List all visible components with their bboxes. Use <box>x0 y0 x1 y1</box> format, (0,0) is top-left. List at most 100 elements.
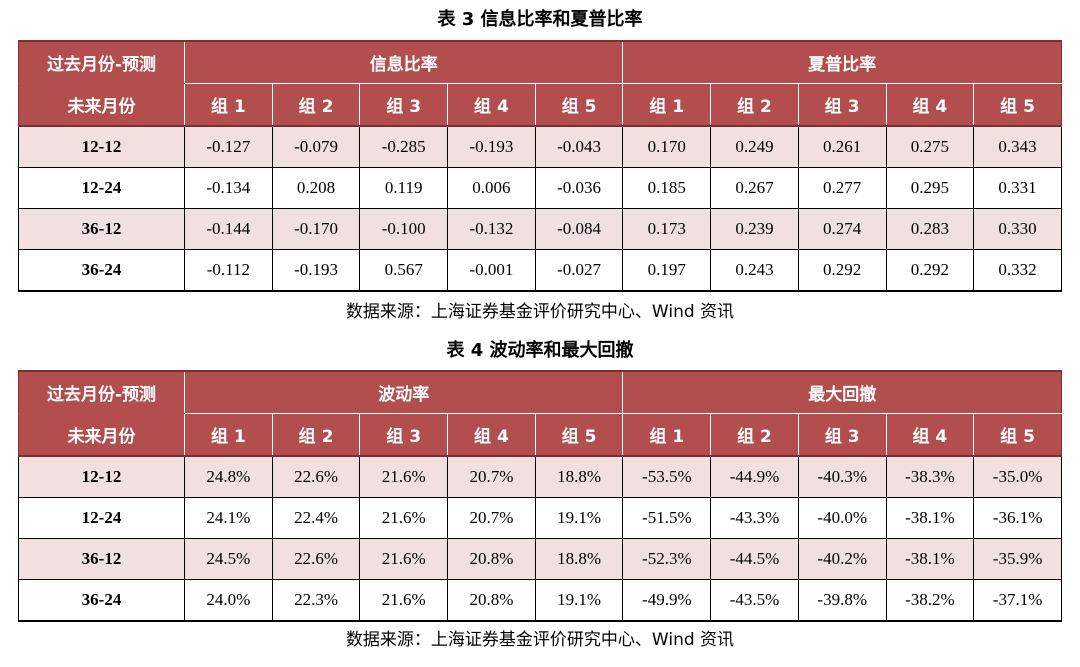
table-cell: 0.295 <box>886 167 975 209</box>
table4-subheader: 组 2 <box>271 413 361 457</box>
table-row: 12-12 24.8% 22.6% 21.6% 20.7% 18.8% -53.5% -44.… <box>18 456 1062 498</box>
table-cell: -0.043 <box>535 126 624 168</box>
table-cell: -37.1% <box>973 579 1062 622</box>
table4-subheader: 组 5 <box>973 413 1062 457</box>
table-cell: -38.1% <box>886 497 975 539</box>
table-cell: 0.185 <box>622 167 712 209</box>
table-cell: -0.144 <box>184 208 273 250</box>
table3-subheader: 组 1 <box>622 83 712 127</box>
table4-subheader: 组 1 <box>622 413 712 457</box>
table-cell: 21.6% <box>359 497 449 539</box>
table-cell: -35.0% <box>973 456 1062 498</box>
table-cell: -40.3% <box>798 456 887 498</box>
table-cell: -0.100 <box>359 208 449 250</box>
table-cell: 20.7% <box>447 456 536 498</box>
table3-subheader: 组 4 <box>885 83 975 127</box>
table-cell: 0.567 <box>359 249 449 292</box>
table-cell: -40.0% <box>798 497 887 539</box>
table-cell: -0.127 <box>184 126 273 168</box>
table-cell: 0.261 <box>798 126 887 168</box>
table-cell: 24.5% <box>184 538 273 580</box>
table-cell: 24.8% <box>184 456 273 498</box>
table-cell: 24.1% <box>184 497 273 539</box>
table-cell: -0.112 <box>184 249 273 292</box>
table-cell: 0.332 <box>973 249 1062 292</box>
table-cell: -53.5% <box>622 456 712 498</box>
table-cell: 0.119 <box>359 167 449 209</box>
table3-subheader: 组 4 <box>447 83 536 127</box>
row-label: 12-12 <box>18 456 185 498</box>
table4-source-note: 数据来源：上海证券基金评价研究中心、Wind 资讯 <box>345 630 735 650</box>
table3-group-a-header: 信息比率 <box>183 40 624 84</box>
table3-source-note: 数据来源：上海证券基金评价研究中心、Wind 资讯 <box>345 302 735 322</box>
table-cell: 0.292 <box>886 249 975 292</box>
table4-subheader: 组 4 <box>447 413 536 457</box>
table-row: 36-12 24.5% 22.6% 21.6% 20.8% 18.8% -52.3% -44.… <box>18 538 1062 580</box>
table-row: 12-24 24.1% 22.4% 21.6% 20.7% 19.1% -51.5% -43.… <box>18 497 1062 539</box>
table-cell: -36.1% <box>973 497 1062 539</box>
table-cell: -0.079 <box>272 126 361 168</box>
table-row: 36-24 -0.112 -0.193 0.567 -0.001 -0.027 0.197 0… <box>18 249 1062 292</box>
table-row: 36-12 -0.144 -0.170 -0.100 -0.132 -0.084 0.173… <box>18 208 1062 250</box>
table-cell: 0.249 <box>710 126 799 168</box>
table-cell: -0.036 <box>535 167 624 209</box>
table-cell: 22.6% <box>272 538 361 580</box>
table-cell: 20.8% <box>447 538 536 580</box>
row-label: 36-24 <box>18 579 185 622</box>
table-cell: 0.283 <box>886 208 975 250</box>
table3-subheader: 组 3 <box>359 83 449 127</box>
table-cell: 22.4% <box>272 497 361 539</box>
row-label: 12-24 <box>18 497 185 539</box>
table-cell: 0.277 <box>798 167 887 209</box>
table-row: 12-12 -0.127 -0.079 -0.285 -0.193 -0.043 0.170… <box>18 126 1062 168</box>
table4-subheader: 组 5 <box>534 413 624 457</box>
table4-group-b-header: 最大回撤 <box>622 370 1062 414</box>
table-cell: -35.9% <box>973 538 1062 580</box>
table-cell: 0.173 <box>622 208 712 250</box>
table-cell: 0.292 <box>798 249 887 292</box>
table-cell: -0.001 <box>447 249 536 292</box>
table-cell: 24.0% <box>184 579 273 622</box>
table-cell: -43.5% <box>710 579 799 622</box>
table-cell: -0.193 <box>272 249 361 292</box>
table-cell: 0.330 <box>973 208 1062 250</box>
table3: 过去月份-预测 信息比率 夏普比率 未来月份 组 1 组 2 组 3 组 4 组… <box>18 40 1062 292</box>
table4-subheader: 组 2 <box>710 413 799 457</box>
table3-subheader: 组 3 <box>797 83 887 127</box>
table4-group-a-header: 波动率 <box>183 370 624 414</box>
table-cell: 19.1% <box>535 579 624 622</box>
table-cell: -52.3% <box>622 538 712 580</box>
table-cell: -38.2% <box>886 579 975 622</box>
table-cell: 0.274 <box>798 208 887 250</box>
table-row: 36-24 24.0% 22.3% 21.6% 20.8% 19.1% -49.9% -43.… <box>18 579 1062 622</box>
table-cell: -44.5% <box>710 538 799 580</box>
table4-subheader: 组 4 <box>885 413 975 457</box>
table-cell: 0.267 <box>710 167 799 209</box>
table-cell: -38.1% <box>886 538 975 580</box>
table-cell: -40.2% <box>798 538 887 580</box>
table-cell: 20.7% <box>447 497 536 539</box>
table-cell: 21.6% <box>359 579 449 622</box>
table3-corner-top: 过去月份-预测 <box>18 40 185 84</box>
table-cell: 21.6% <box>359 538 449 580</box>
table-cell: -44.9% <box>710 456 799 498</box>
table-cell: 0.170 <box>622 126 712 168</box>
table-cell: 0.243 <box>710 249 799 292</box>
table4-caption: 表 4 波动率和最大回撤 <box>446 340 634 361</box>
row-label: 36-12 <box>18 208 185 250</box>
table-cell: 20.8% <box>447 579 536 622</box>
table4: 过去月份-预测 波动率 最大回撤 未来月份 组 1 组 2 组 3 组 4 组 … <box>18 370 1062 622</box>
table-cell: 0.208 <box>272 167 361 209</box>
table-cell: 0.239 <box>710 208 799 250</box>
table-cell: -0.170 <box>272 208 361 250</box>
table3-corner-bottom: 未来月份 <box>18 83 185 127</box>
table-cell: -0.084 <box>535 208 624 250</box>
row-label: 12-12 <box>18 126 185 168</box>
table-cell: -38.3% <box>886 456 975 498</box>
table3-subheader: 组 2 <box>710 83 799 127</box>
table-cell: -43.3% <box>710 497 799 539</box>
row-label: 12-24 <box>18 167 185 209</box>
table-cell: -51.5% <box>622 497 712 539</box>
table4-subheader: 组 3 <box>797 413 887 457</box>
table3-subheader: 组 1 <box>184 83 273 127</box>
